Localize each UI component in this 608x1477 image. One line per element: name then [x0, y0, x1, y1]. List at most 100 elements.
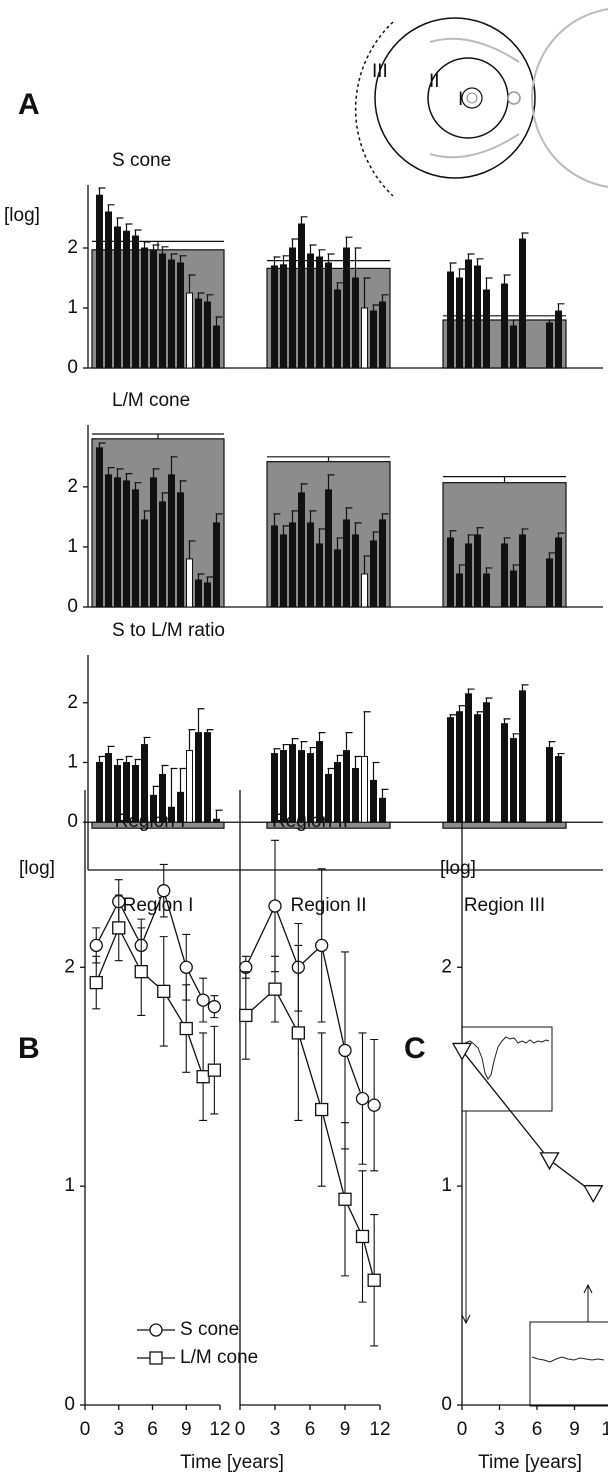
error-bar [557, 752, 565, 757]
error-bar [98, 755, 106, 763]
error-bar [503, 537, 511, 544]
bar [204, 301, 211, 369]
bar [150, 250, 157, 369]
error-bar [215, 809, 223, 820]
error-bar [521, 232, 529, 239]
bar [213, 522, 220, 608]
error-bar [116, 217, 124, 227]
bar [325, 262, 332, 369]
bar [105, 474, 112, 608]
error-bar [98, 187, 106, 196]
bar [334, 289, 341, 369]
x-tick-label: Region II [290, 895, 366, 916]
bar [96, 447, 103, 608]
bar [343, 519, 350, 608]
error-bar [291, 738, 299, 745]
error-bar [152, 785, 160, 796]
error-bar [372, 761, 380, 781]
marker [89, 938, 103, 953]
error-bar [179, 480, 187, 493]
bar [465, 693, 472, 823]
error-bar [449, 262, 457, 272]
error-bar [318, 528, 326, 544]
bar [501, 723, 508, 823]
bar [501, 283, 508, 369]
x-tick-label: 0 [235, 1419, 246, 1440]
bar [519, 534, 526, 608]
marker [179, 960, 193, 974]
bar [379, 301, 386, 369]
x-tick-label: 6 [147, 1419, 158, 1440]
marker [583, 1185, 604, 1204]
error-bar [363, 711, 371, 757]
marker [89, 975, 103, 990]
error-bar [336, 537, 344, 550]
error-bar [476, 711, 484, 715]
error-bar [197, 573, 205, 580]
bar [316, 256, 323, 369]
bar [271, 525, 278, 608]
summary-error-bar [92, 433, 224, 439]
error-bar [125, 755, 133, 763]
bar [361, 756, 368, 823]
bar [447, 537, 454, 608]
bar [289, 247, 296, 369]
error-bar [503, 718, 511, 724]
bar [280, 264, 287, 369]
error-bar [134, 482, 142, 490]
error-bar [300, 483, 308, 493]
error-bar [512, 564, 520, 571]
bar [352, 767, 359, 823]
summary-error-bar [443, 476, 566, 483]
error-bar [143, 510, 151, 520]
error-bar [107, 745, 115, 754]
bar [132, 235, 139, 369]
y-tick-label: 1 [64, 1175, 75, 1196]
error-bar [309, 244, 317, 254]
x-tick-label: 0 [80, 1419, 91, 1440]
bar [483, 702, 490, 823]
error-bar [282, 743, 290, 751]
bar [186, 292, 193, 369]
x-tick-label: 9 [181, 1419, 192, 1440]
error-bar [336, 754, 344, 763]
bar [280, 534, 287, 608]
marker [157, 884, 171, 898]
marker [315, 938, 329, 953]
summary-error-bar [267, 456, 390, 462]
bar [195, 732, 202, 823]
marker [268, 899, 282, 913]
series-line [245, 904, 375, 1106]
error-bar [476, 258, 484, 266]
marker [134, 965, 148, 979]
error-bar [327, 253, 335, 263]
y-tick-label: 2 [67, 476, 78, 497]
error-bar [458, 268, 466, 278]
error-bar [143, 736, 151, 745]
x-tick-label: 0 [457, 1419, 468, 1440]
panel-label: A [18, 88, 40, 121]
y-tick-label: 0 [67, 811, 78, 832]
bar [168, 474, 175, 608]
error-bar [134, 229, 142, 236]
bar [204, 582, 211, 608]
error-bar [363, 555, 371, 574]
marker [367, 1098, 381, 1112]
bar [307, 522, 314, 608]
bar [186, 750, 193, 823]
x-axis-label: Time [years] [478, 1452, 582, 1473]
bar [177, 492, 184, 608]
diagram-label: III [372, 61, 388, 82]
bar [465, 543, 472, 608]
error-bar [548, 552, 556, 559]
bar [271, 265, 278, 369]
error-bar [291, 510, 299, 523]
error-bar [197, 708, 205, 733]
bar [546, 747, 553, 823]
error-bar [206, 729, 214, 733]
error-bar [363, 277, 371, 308]
bar [289, 522, 296, 608]
bar [379, 519, 386, 608]
error-bar [206, 576, 214, 583]
bar [105, 753, 112, 823]
